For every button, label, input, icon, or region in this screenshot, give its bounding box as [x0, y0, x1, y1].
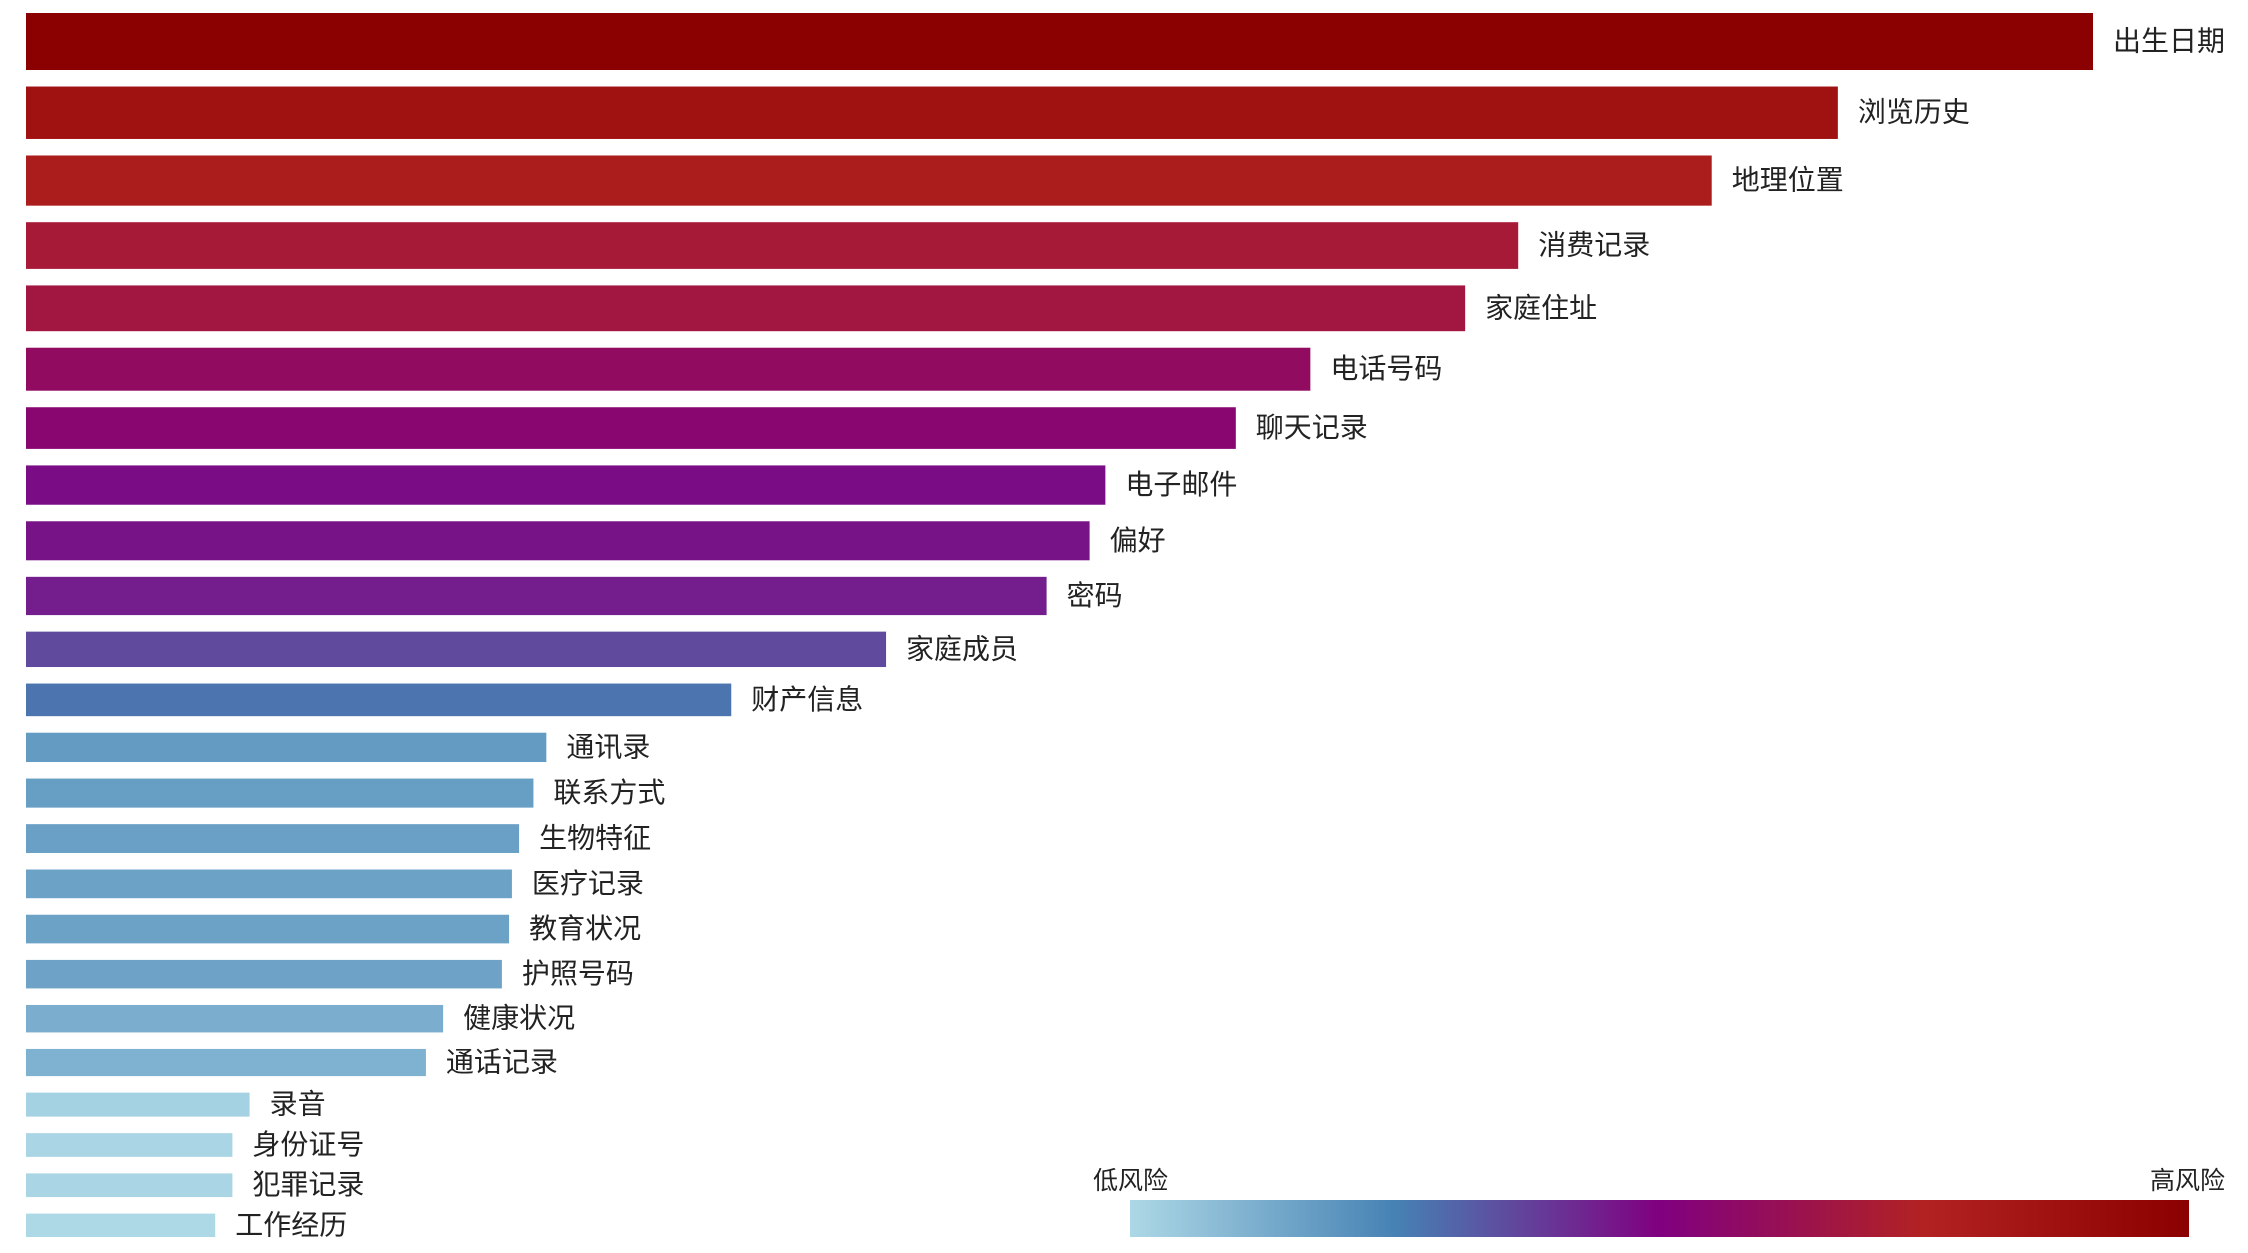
- bar-label: 护照号码: [522, 957, 634, 990]
- bar: [26, 778, 534, 808]
- bar: [26, 407, 1236, 449]
- bar: [26, 683, 732, 717]
- bar-label: 电话号码: [1330, 352, 1442, 385]
- bar-label: 电子邮件: [1125, 468, 1237, 501]
- bar: [26, 222, 1519, 269]
- bar: [26, 914, 510, 944]
- colorbar: [1130, 1200, 2189, 1237]
- bar-label: 偏好: [1110, 524, 1166, 557]
- bar-label: 家庭成员: [906, 632, 1018, 665]
- bar: [26, 869, 512, 899]
- bar: [26, 631, 887, 668]
- bar: [26, 13, 2093, 70]
- bar: [26, 1004, 444, 1033]
- bar-label: 医疗记录: [532, 867, 644, 900]
- bar: [26, 1213, 216, 1237]
- bar-label: 通讯录: [566, 730, 650, 763]
- bar: [26, 1173, 233, 1198]
- bar-label: 财产信息: [751, 683, 863, 716]
- bar-label: 生物特征: [539, 822, 651, 855]
- bar: [26, 285, 1466, 332]
- bar-label: 聊天记录: [1256, 411, 1368, 444]
- bar-label: 联系方式: [553, 776, 665, 809]
- bar-label: 通话记录: [446, 1046, 558, 1079]
- bar: [26, 86, 1838, 139]
- bar-label: 家庭住址: [1485, 291, 1597, 324]
- bar-label: 工作经历: [235, 1208, 347, 1241]
- bar: [26, 1092, 250, 1117]
- bar: [26, 1048, 426, 1077]
- bar: [26, 732, 547, 763]
- colorbar-high-label: 高风险: [2150, 1166, 2225, 1195]
- bar-label: 地理位置: [1732, 164, 1844, 197]
- bar-label: 消费记录: [1538, 229, 1650, 262]
- bar-label: 浏览历史: [1858, 96, 1970, 129]
- colorbar-low-label: 低风险: [1093, 1166, 1168, 1195]
- bar-label: 犯罪记录: [252, 1168, 364, 1201]
- bar-label: 健康状况: [463, 1002, 575, 1035]
- bar: [26, 521, 1090, 561]
- bar: [26, 347, 1311, 391]
- bar-label: 教育状况: [529, 912, 641, 945]
- bar: [26, 824, 520, 853]
- bar: [26, 959, 502, 989]
- bar-label: 身份证号: [252, 1128, 364, 1161]
- bar: [26, 576, 1047, 616]
- bar: [26, 155, 1712, 206]
- bar-label: 录音: [270, 1088, 326, 1121]
- bar-label: 出生日期: [2113, 25, 2225, 58]
- bar: [26, 465, 1106, 505]
- bar-label: 密码: [1067, 579, 1123, 612]
- bar: [26, 1133, 233, 1157]
